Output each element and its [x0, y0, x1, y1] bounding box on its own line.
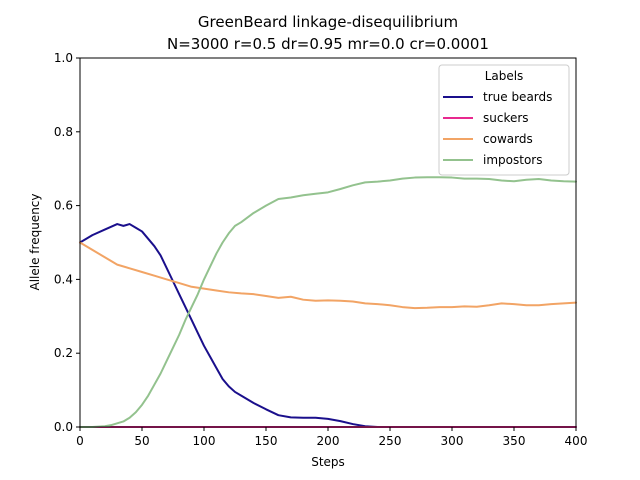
series-line-cowards [79, 241, 577, 310]
legend: Labels true beards suckers cowards impostor… [438, 64, 570, 176]
chart-title: GreenBeard linkage-disequilibrium [198, 13, 458, 31]
y-axis-label: Allele frequency [28, 194, 42, 291]
x-tick-label: 100 [193, 434, 216, 448]
chart-subtitle: N=3000 r=0.5 dr=0.95 mr=0.0 cr=0.0001 [167, 35, 489, 53]
y-tick-label: 0.2 [54, 346, 73, 360]
series-line-true-beards [79, 223, 577, 428]
y-tick-label: 0.6 [54, 199, 73, 213]
legend-label: impostors [483, 153, 542, 167]
x-axis-label: Steps [311, 455, 345, 469]
y-axis-ticks: 0.0 0.2 0.4 0.6 0.8 1.0 [54, 51, 80, 434]
series-line-impostors [79, 176, 577, 428]
legend-label: cowards [483, 132, 533, 146]
x-axis-ticks: 0 50 100 150 200 250 300 350 400 [76, 427, 587, 448]
x-tick-label: 250 [379, 434, 402, 448]
x-tick-label: 400 [565, 434, 588, 448]
x-tick-label: 350 [503, 434, 526, 448]
x-tick-label: 300 [441, 434, 464, 448]
x-tick-label: 0 [76, 434, 84, 448]
y-tick-label: 0.0 [54, 420, 73, 434]
legend-label: true beards [483, 90, 552, 104]
legend-label: suckers [483, 111, 529, 125]
y-tick-label: 1.0 [54, 51, 73, 65]
x-tick-label: 150 [255, 434, 278, 448]
plot-lines [79, 176, 577, 428]
x-tick-label: 50 [134, 434, 149, 448]
y-tick-label: 0.4 [54, 272, 73, 286]
legend-title: Labels [485, 69, 524, 83]
legend-box [438, 64, 570, 176]
x-tick-label: 200 [317, 434, 340, 448]
y-tick-label: 0.8 [54, 125, 73, 139]
